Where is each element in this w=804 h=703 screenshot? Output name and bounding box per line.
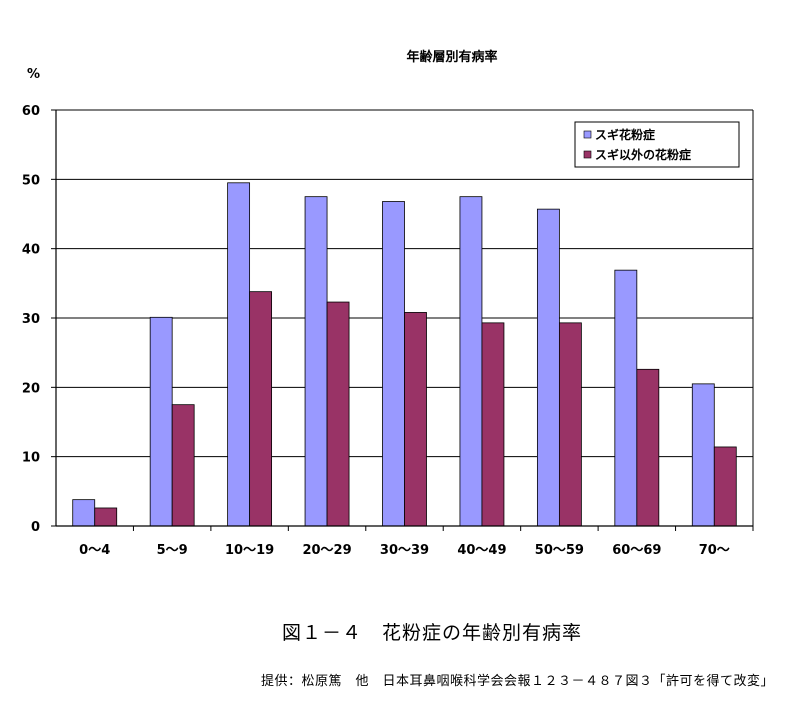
x-tick-label: 0～4: [79, 543, 110, 558]
y-tick-label: 60: [22, 104, 40, 119]
y-tick-label: 20: [22, 381, 40, 396]
legend-swatch-other: [583, 150, 592, 159]
bar-sugi-5: [459, 196, 483, 527]
x-tick-label: 20～29: [302, 543, 351, 558]
bar-sugi-0: [72, 499, 96, 527]
x-tick-label: 60～69: [612, 543, 661, 558]
y-tick-labels: 0 10 20 30 40 50 60: [22, 104, 40, 535]
chart-title: 年齢層別有病率: [406, 49, 497, 65]
x-tick-label: 40～49: [457, 543, 506, 558]
figure-caption: 図１－４ 花粉症の年齢別有病率: [281, 622, 582, 644]
legend-label-sugi: スギ花粉症: [595, 127, 655, 142]
bar-other-7: [636, 368, 660, 527]
bar-other-5: [481, 322, 505, 527]
bar-other-0: [94, 507, 118, 527]
x-tick-label: 50～59: [535, 543, 584, 558]
legend: スギ花粉症 スギ以外の花粉症: [574, 121, 740, 168]
x-tick-label: 5～9: [157, 543, 188, 558]
y-tick-label: 0: [31, 520, 40, 535]
bar-sugi-1: [149, 316, 173, 527]
x-tick-label: 30～39: [380, 543, 429, 558]
bar-other-1: [171, 404, 195, 527]
chart-area: 年齢層別有病率 % 0 10 20 30 40 50 60 0～4 5～9 10～19 20～29…: [22, 49, 754, 558]
legend-box: [574, 121, 740, 168]
bar-sugi-3: [304, 196, 328, 527]
bar-sugi-2: [227, 182, 251, 527]
bar-other-3: [326, 301, 350, 527]
y-tick-label: 50: [22, 173, 40, 188]
x-tick-label: 70～: [699, 543, 730, 558]
legend-label-other: スギ以外の花粉症: [595, 147, 691, 162]
y-axis-unit-label: %: [27, 67, 40, 82]
bar-other-2: [249, 291, 273, 527]
y-tick-label: 10: [22, 451, 40, 466]
bar-sugi-4: [382, 201, 405, 527]
bar-other-8: [713, 446, 737, 527]
bar-sugi-7: [614, 269, 638, 527]
axes: [55, 109, 754, 527]
bar-other-6: [558, 322, 582, 527]
y-tick-label: 30: [22, 312, 40, 327]
x-tick-labels: 0～4 5～9 10～19 20～29 30～39 40～49 50～59 60～69 70～: [79, 526, 754, 558]
x-tick-label: 10～19: [225, 543, 274, 558]
figure-source: 提供：松原篤 他 日本耳鼻咽喉科学会会報１２３－４８７図３「許可を得て改変」: [260, 674, 774, 689]
y-tick-label: 40: [22, 243, 40, 258]
bars: [72, 182, 737, 527]
bar-sugi-6: [536, 208, 560, 527]
bar-sugi-8: [691, 383, 715, 527]
legend-swatch-sugi: [583, 130, 592, 139]
bar-other-4: [404, 312, 427, 527]
